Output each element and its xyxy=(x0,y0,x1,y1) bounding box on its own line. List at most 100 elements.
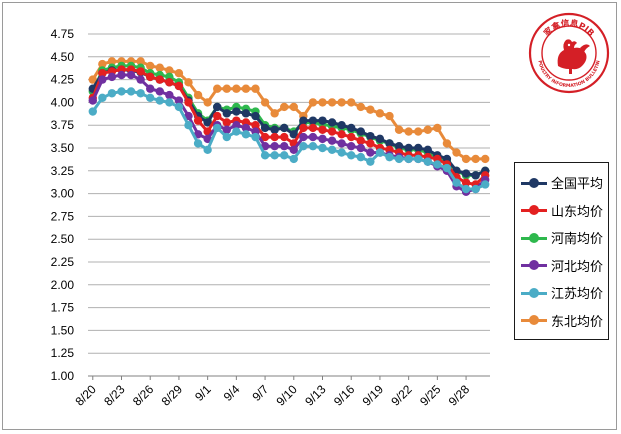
data-point xyxy=(251,111,260,121)
data-point xyxy=(289,102,298,112)
data-point xyxy=(327,127,337,136)
data-point xyxy=(433,160,442,169)
data-point xyxy=(337,130,346,139)
data-point xyxy=(98,93,107,103)
data-point xyxy=(88,107,97,116)
legend-marker xyxy=(521,315,547,326)
x-tick-label: 9/16 xyxy=(331,382,358,409)
data-point xyxy=(375,134,385,144)
data-point xyxy=(222,109,231,118)
data-point xyxy=(232,127,241,136)
x-tick-label: 9/28 xyxy=(446,382,473,409)
data-point xyxy=(318,116,327,125)
data-point xyxy=(327,136,337,145)
data-point xyxy=(394,154,404,164)
data-point xyxy=(174,102,184,112)
legend-label: 东北均价 xyxy=(551,314,604,330)
data-point xyxy=(251,132,260,142)
series-5 xyxy=(88,57,490,164)
data-point xyxy=(471,184,480,194)
data-point xyxy=(327,145,337,155)
data-point xyxy=(356,127,365,136)
logo-seal-icon: 家禽信息PIB POULTRY INFORMATION BULLETIN xyxy=(528,12,610,94)
data-point xyxy=(347,98,356,107)
data-point xyxy=(98,59,107,69)
data-point xyxy=(423,125,432,134)
data-point xyxy=(366,105,375,114)
data-point xyxy=(193,90,203,100)
y-tick-label: 4.00 xyxy=(51,95,75,109)
data-point xyxy=(356,102,365,112)
data-point xyxy=(356,143,365,153)
x-tick-label: 9/4 xyxy=(221,382,243,404)
y-tick-label: 4.50 xyxy=(51,50,75,64)
data-point xyxy=(375,148,385,157)
data-point xyxy=(222,125,231,134)
data-point xyxy=(471,171,480,180)
data-point xyxy=(442,163,452,173)
data-point xyxy=(394,141,404,151)
data-point xyxy=(222,132,231,142)
data-point xyxy=(366,131,375,141)
data-point xyxy=(136,75,145,84)
data-point xyxy=(193,139,203,148)
data-point xyxy=(337,139,346,148)
data-point xyxy=(404,143,413,153)
data-point xyxy=(461,169,471,178)
data-point xyxy=(174,81,184,91)
x-tick-label: 9/1 xyxy=(192,382,214,404)
x-tick-label: 9/10 xyxy=(273,382,300,409)
data-point xyxy=(337,148,346,157)
data-point xyxy=(481,180,490,189)
data-point xyxy=(232,84,241,93)
data-point xyxy=(251,121,260,130)
data-point xyxy=(481,154,490,164)
y-tick-label: 2.75 xyxy=(51,209,75,223)
data-point xyxy=(299,116,308,125)
data-point xyxy=(136,67,145,76)
data-point xyxy=(146,93,155,103)
data-point xyxy=(347,123,356,133)
data-point xyxy=(308,98,318,107)
legend-marker xyxy=(521,287,547,298)
data-point xyxy=(327,98,337,107)
legend-label: 全国平均 xyxy=(551,177,604,193)
legend-label: 江苏均价 xyxy=(551,287,604,303)
data-point xyxy=(385,152,394,162)
data-point xyxy=(308,116,318,125)
data-point xyxy=(270,141,279,151)
legend-item: 全国平均 xyxy=(521,169,608,197)
data-point xyxy=(88,75,97,84)
data-point xyxy=(347,132,356,142)
data-point xyxy=(299,123,308,133)
data-point xyxy=(347,151,356,160)
x-tick-label: 8/20 xyxy=(72,382,99,409)
data-point xyxy=(280,141,289,151)
data-point xyxy=(289,145,298,155)
data-point xyxy=(280,132,289,142)
data-point xyxy=(203,118,212,127)
data-point xyxy=(414,143,423,153)
data-point xyxy=(107,89,117,98)
legend-marker xyxy=(521,232,547,243)
chart-frame xyxy=(2,2,617,430)
data-point xyxy=(356,136,365,145)
data-point xyxy=(260,151,270,160)
data-point xyxy=(146,61,155,71)
data-point xyxy=(461,178,471,187)
data-point xyxy=(318,98,327,107)
data-point xyxy=(213,102,222,112)
x-tick-label: 8/26 xyxy=(130,382,157,409)
data-point xyxy=(356,152,365,162)
data-point xyxy=(241,109,251,118)
y-tick-label: 3.00 xyxy=(51,187,75,201)
y-tick-label: 3.50 xyxy=(51,141,75,155)
data-point xyxy=(184,98,193,107)
x-tick-label: 8/29 xyxy=(159,382,186,409)
data-point xyxy=(414,127,423,136)
legend-marker xyxy=(521,205,547,216)
data-point xyxy=(213,111,222,121)
data-point xyxy=(213,84,222,93)
data-point xyxy=(452,148,461,157)
data-point xyxy=(88,96,97,105)
